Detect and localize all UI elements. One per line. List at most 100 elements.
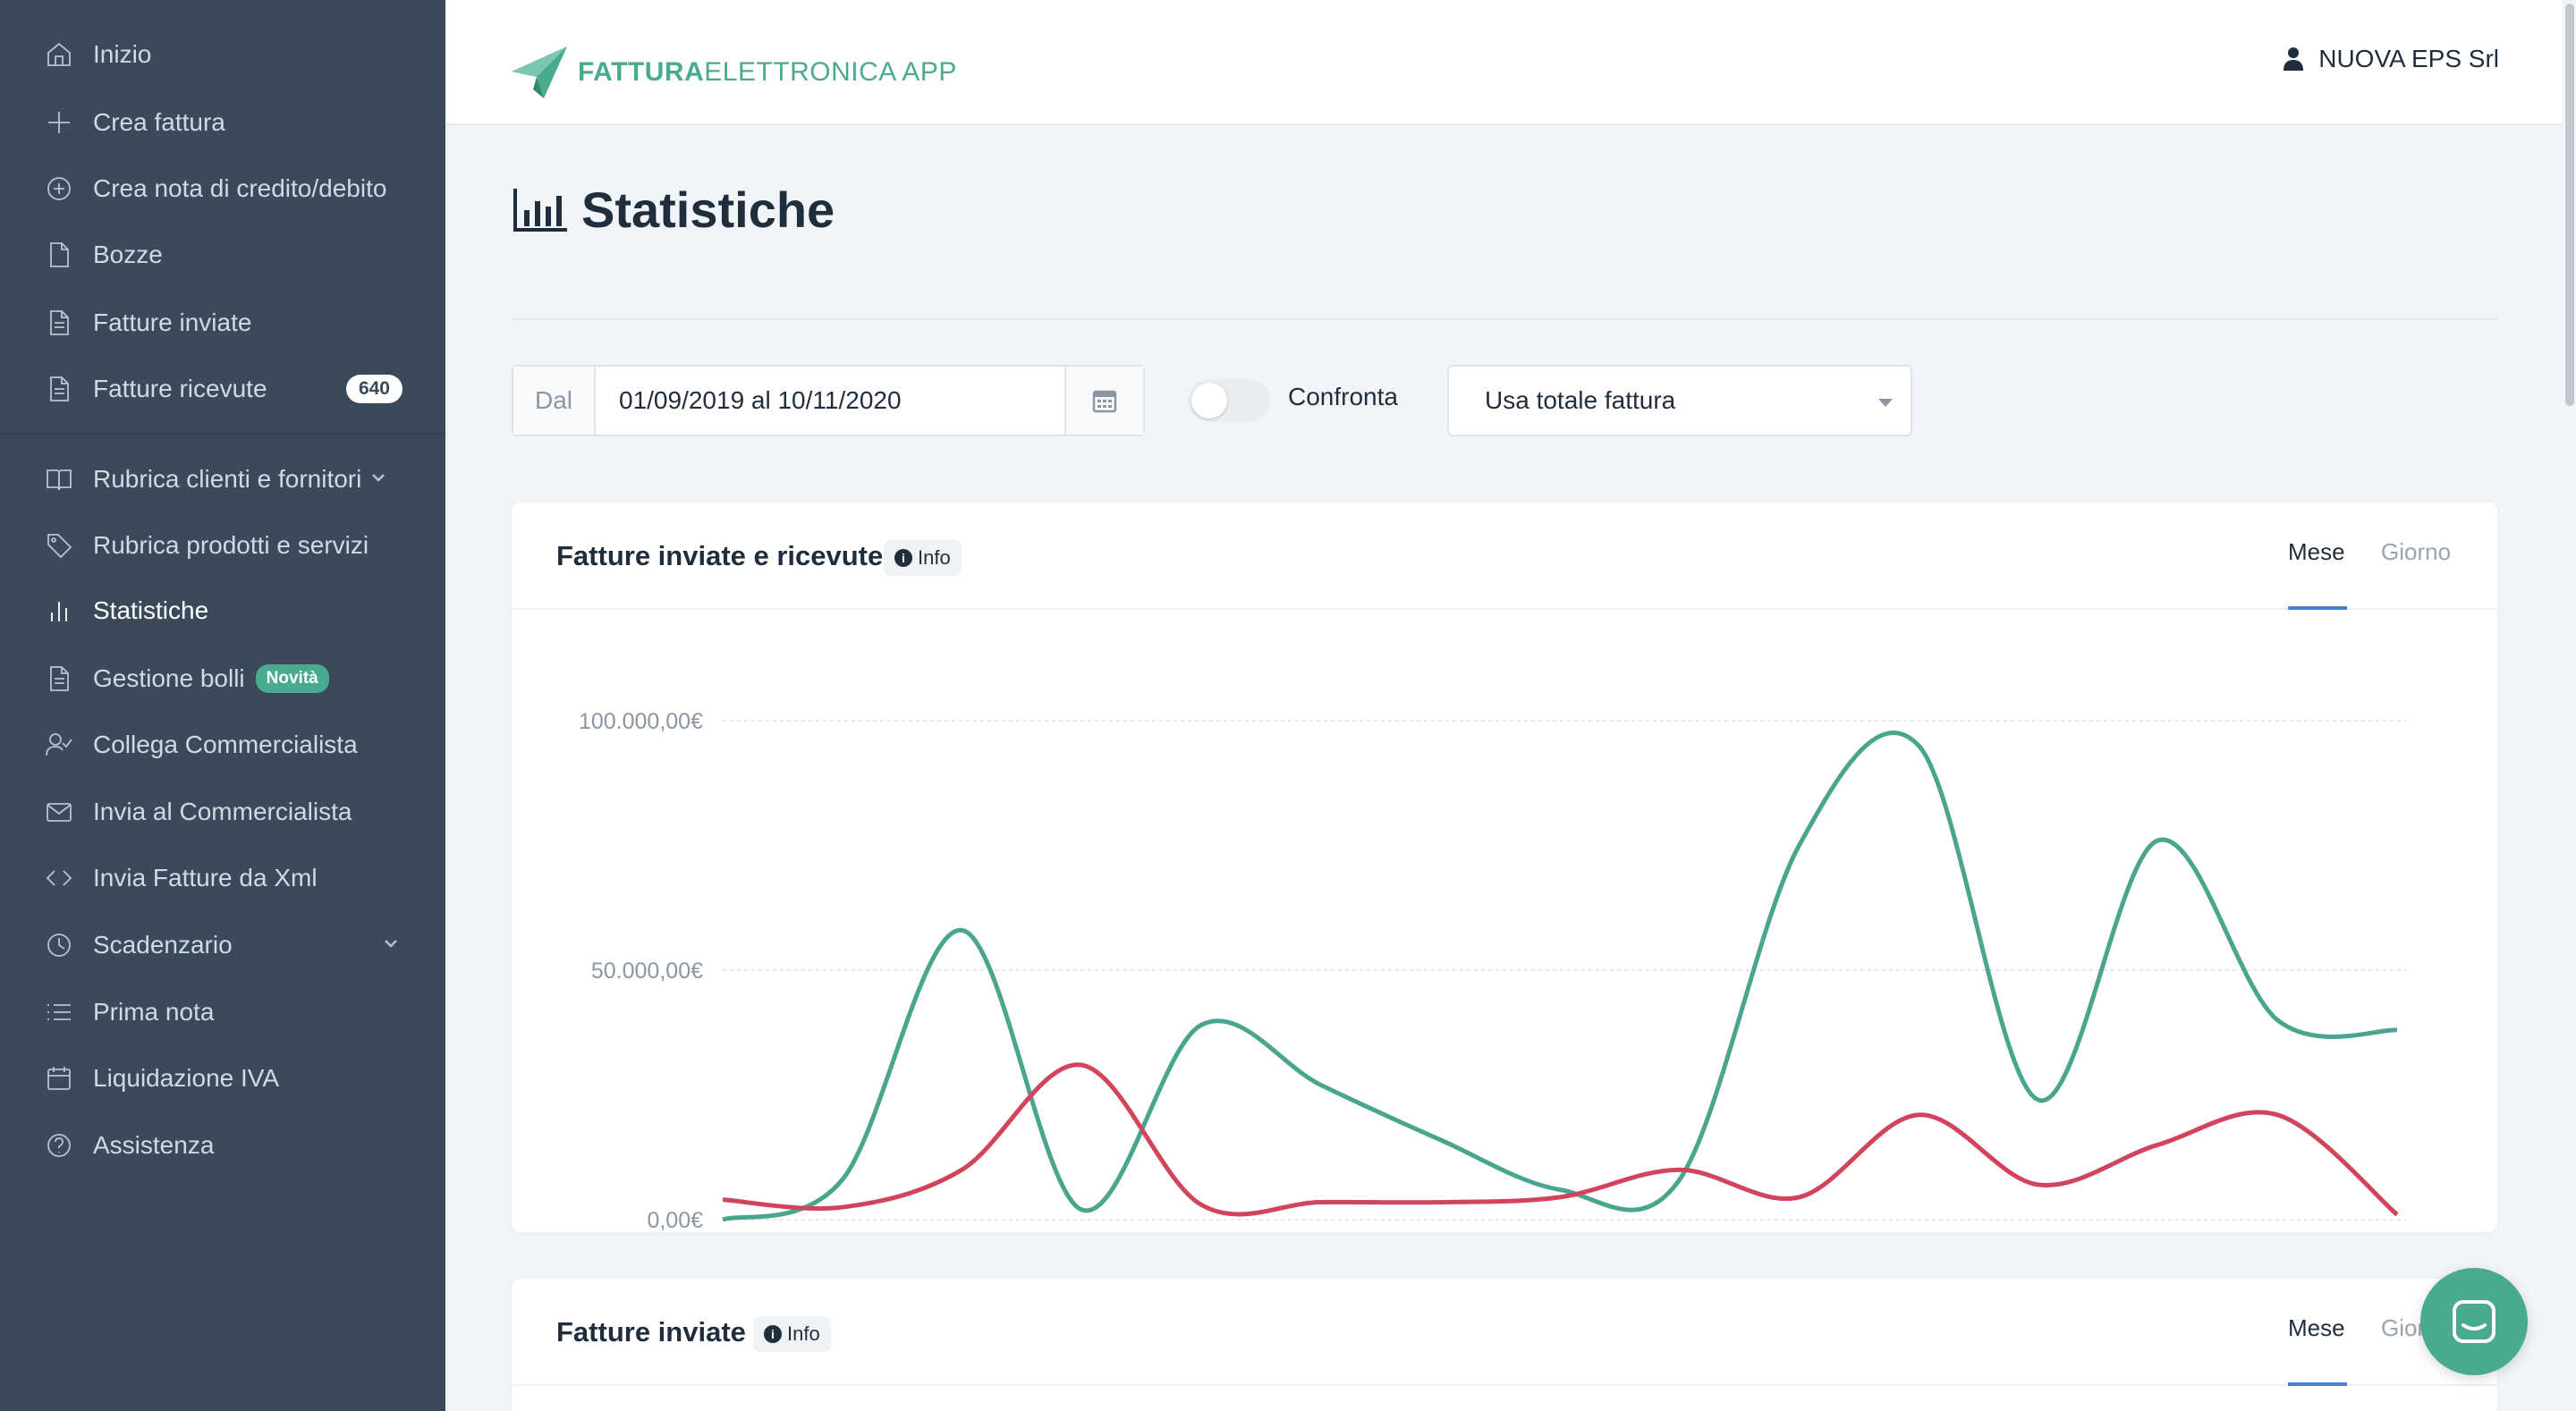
logo-text-bold: FATTURA bbox=[578, 57, 705, 87]
list-icon bbox=[43, 996, 75, 1028]
sidebar-item-rubrica-prodotti-e-servizi[interactable]: Rubrica prodotti e servizi bbox=[0, 517, 445, 574]
sidebar-item-inizio[interactable]: Inizio bbox=[0, 26, 445, 83]
top-header: FATTURAELETTRONICA APP NUOVA EPS Srl bbox=[445, 0, 2576, 125]
sidebar-item-crea-nota-di-credito-debito[interactable]: Crea nota di credito/debito bbox=[0, 160, 445, 217]
card-header: Fatture inviate e ricevute i Info Mese Gi… bbox=[512, 503, 2497, 610]
chevron-down-icon[interactable] bbox=[369, 465, 388, 494]
user-name: NUOVA EPS Srl bbox=[2318, 45, 2499, 72]
sidebar-item-label: Crea fattura bbox=[93, 108, 225, 136]
sidebar-item-fatture-ricevute[interactable]: Fatture ricevute 640 bbox=[0, 360, 445, 418]
help-circle-icon bbox=[43, 1129, 75, 1162]
card-header: Fatture inviate i Info Mese Giorno bbox=[512, 1279, 2497, 1386]
app-logo[interactable]: FATTURAELETTRONICA APP bbox=[510, 45, 957, 100]
bar-chart-icon bbox=[43, 595, 75, 627]
info-label: Info bbox=[918, 546, 951, 569]
sidebar-item-label: Crea nota di credito/debito bbox=[93, 174, 387, 202]
y-tick-label: 0,00€ bbox=[647, 1208, 703, 1232]
sidebar-item-label: Collega Commercialista bbox=[93, 731, 358, 758]
date-prefix-label: Dal bbox=[513, 367, 596, 435]
sidebar-item-rubrica-clienti-e-fornitori[interactable]: Rubrica clienti e fornitori bbox=[0, 451, 445, 508]
plus-circle-icon bbox=[43, 173, 75, 205]
mail-icon bbox=[43, 796, 75, 828]
user-icon bbox=[2284, 47, 2304, 71]
line-chart: 100.000,00€50.000,00€0,00€set 2019nov 20… bbox=[579, 709, 2406, 1232]
sidebar-item-gestione-bolli[interactable]: Gestione bolli Novità bbox=[0, 650, 445, 707]
paper-plane-logo-icon bbox=[512, 46, 567, 98]
sidebar-item-label: Rubrica clienti e fornitori bbox=[93, 465, 362, 493]
total-select-value: Usa totale fattura bbox=[1485, 386, 1676, 414]
caret-down-icon bbox=[1878, 399, 1893, 407]
sidebar-item-label: Scadenzario bbox=[93, 931, 233, 959]
sidebar-item-bozze[interactable]: Bozze bbox=[0, 226, 445, 283]
scrollbar-thumb[interactable] bbox=[2565, 4, 2574, 406]
file-text-icon bbox=[43, 663, 75, 695]
info-icon: i bbox=[764, 1325, 782, 1343]
new-badge: Novità bbox=[255, 664, 329, 693]
page-title-text: Statistiche bbox=[581, 182, 835, 238]
sidebar-item-collega-commercialista[interactable]: Collega Commercialista bbox=[0, 716, 445, 773]
tab-mese[interactable]: Mese bbox=[2288, 538, 2345, 565]
sidebar-item-label: Invia Fatture da Xml bbox=[93, 864, 318, 891]
card-title: Fatture inviate e ricevute bbox=[556, 540, 884, 571]
compare-toggle[interactable] bbox=[1188, 379, 1270, 422]
sidebar-item-label: Assistenza bbox=[93, 1131, 215, 1159]
compare-label: Confronta bbox=[1288, 383, 1398, 410]
sidebar-item-label: Gestione bolli bbox=[93, 664, 245, 692]
card-title: Fatture inviate bbox=[556, 1316, 746, 1348]
tab-giorno[interactable]: Giorno bbox=[2381, 538, 2452, 565]
sidebar-item-scadenzario[interactable]: Scadenzario bbox=[0, 917, 445, 974]
series-line-sent bbox=[722, 731, 2398, 1222]
toggle-knob bbox=[1191, 383, 1227, 418]
info-button[interactable]: i Info bbox=[884, 540, 962, 576]
sidebar-item-fatture-inviate[interactable]: Fatture inviate bbox=[0, 294, 445, 351]
page-title: Statistiche bbox=[512, 181, 835, 239]
chevron-down-icon[interactable] bbox=[381, 931, 401, 959]
code-icon bbox=[43, 862, 75, 894]
user-menu[interactable]: NUOVA EPS Srl bbox=[2283, 45, 2499, 73]
bar-chart-icon bbox=[513, 188, 567, 232]
clock-icon bbox=[43, 929, 75, 961]
sidebar-item-prima-nota[interactable]: Prima nota bbox=[0, 984, 445, 1041]
tab-mese[interactable]: Mese bbox=[2288, 1314, 2345, 1341]
sidebar: Inizio Crea fattura Crea nota di credito/d… bbox=[0, 0, 445, 1411]
sidebar-item-label: Statistiche bbox=[93, 596, 209, 624]
info-icon: i bbox=[894, 549, 912, 567]
y-tick-label: 50.000,00€ bbox=[591, 959, 703, 984]
sidebar-item-invia-fatture-da-xml[interactable]: Invia Fatture da Xml bbox=[0, 849, 445, 907]
sidebar-item-liquidazione-iva[interactable]: Liquidazione IVA bbox=[0, 1050, 445, 1107]
series-line-received bbox=[722, 1062, 2399, 1217]
title-divider bbox=[512, 318, 2497, 320]
tag-icon bbox=[43, 529, 75, 562]
sidebar-item-assistenza[interactable]: Assistenza bbox=[0, 1117, 445, 1174]
sidebar-item-label: Bozze bbox=[93, 241, 163, 268]
page-scrollbar[interactable] bbox=[2562, 0, 2576, 1411]
date-range-input[interactable]: 01/09/2019 al 10/11/2020 bbox=[619, 386, 902, 414]
date-range-picker: Dal 01/09/2019 al 10/11/2020 bbox=[512, 365, 1145, 436]
sidebar-item-statistiche[interactable]: Statistiche bbox=[0, 582, 445, 639]
sidebar-item-label: Fatture ricevute bbox=[93, 375, 267, 402]
active-tab-indicator bbox=[2288, 606, 2347, 610]
file-text-icon bbox=[43, 307, 75, 339]
sidebar-item-crea-fattura[interactable]: Crea fattura bbox=[0, 94, 445, 151]
chat-icon bbox=[2453, 1300, 2496, 1343]
sidebar-item-label: Inizio bbox=[93, 40, 152, 68]
sidebar-item-label: Fatture inviate bbox=[93, 308, 252, 336]
sidebar-item-invia-al-commercialista[interactable]: Invia al Commercialista bbox=[0, 783, 445, 841]
active-tab-indicator bbox=[2288, 1382, 2347, 1386]
calendar-button[interactable] bbox=[1064, 367, 1143, 435]
chat-support-button[interactable] bbox=[2420, 1268, 2528, 1375]
info-button[interactable]: i Info bbox=[753, 1316, 831, 1352]
calendar-icon bbox=[1092, 390, 1117, 413]
y-tick-label: 100.000,00€ bbox=[579, 709, 703, 734]
file-text-icon bbox=[43, 373, 75, 405]
sidebar-item-label: Liquidazione IVA bbox=[93, 1064, 280, 1092]
sidebar-item-label: Prima nota bbox=[93, 998, 215, 1026]
info-label: Info bbox=[787, 1322, 820, 1345]
logo-text: FATTURAELETTRONICA APP bbox=[578, 57, 957, 88]
plus-icon bbox=[43, 106, 75, 139]
count-badge: 640 bbox=[345, 375, 402, 403]
sidebar-item-label: Rubrica prodotti e servizi bbox=[93, 531, 369, 559]
chart-card-sent: Fatture inviate i Info Mese Giorno bbox=[512, 1279, 2497, 1411]
total-select[interactable]: Usa totale fattura bbox=[1447, 365, 1912, 436]
user-check-icon bbox=[43, 729, 75, 761]
